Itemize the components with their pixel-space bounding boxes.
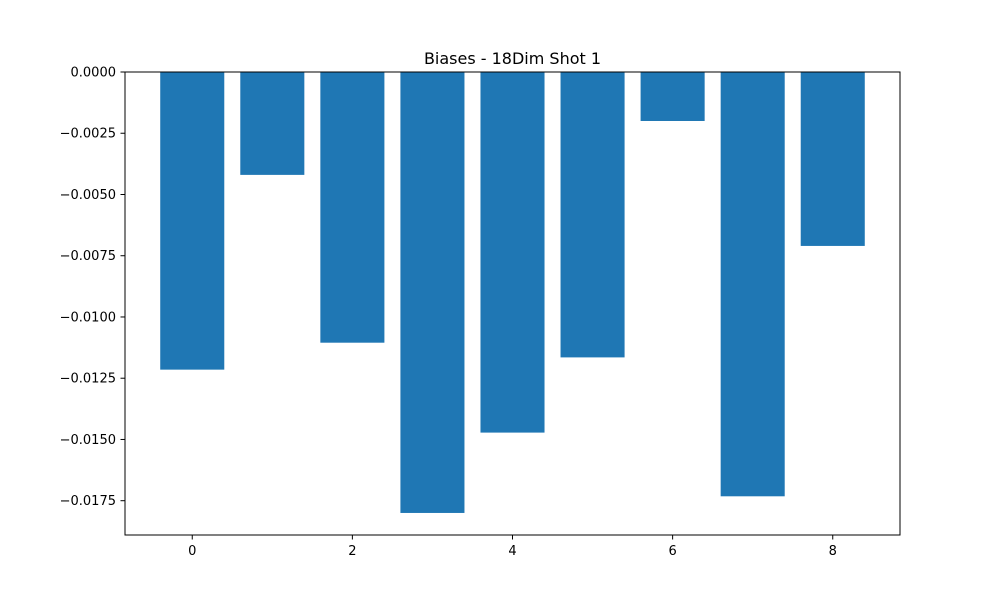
x-tick-label: 4: [508, 544, 516, 559]
y-tick-label: −0.0125: [60, 372, 116, 387]
bar-6: [640, 72, 705, 121]
bar-4: [480, 72, 545, 433]
x-axis-ticks: 0 2 4 6 8: [188, 535, 837, 559]
y-tick-label: −0.0025: [60, 127, 116, 142]
x-tick-label: 8: [829, 544, 837, 559]
bars-group: [160, 72, 865, 513]
y-tick-label: −0.0150: [60, 433, 116, 448]
bar-2: [320, 72, 385, 343]
y-tick-label: −0.0050: [60, 188, 116, 203]
y-tick-label: 0.0000: [71, 66, 117, 81]
bar-1: [240, 72, 305, 175]
x-tick-label: 0: [188, 544, 196, 559]
chart-title: Biases - 18Dim Shot 1: [424, 49, 601, 68]
y-tick-label: −0.0075: [60, 249, 116, 264]
bar-8: [800, 72, 865, 246]
y-axis-ticks: 0.0000 −0.0025 −0.0050 −0.0075 −0.0100 −0.012…: [60, 66, 125, 509]
bar-7: [720, 72, 785, 497]
y-tick-label: −0.0175: [60, 494, 116, 509]
x-tick-label: 6: [668, 544, 676, 559]
bar-0: [160, 72, 225, 370]
bar-3: [400, 72, 465, 513]
plot-frame: [124, 71, 901, 536]
y-tick-label: −0.0100: [60, 310, 116, 325]
x-tick-label: 2: [348, 544, 356, 559]
bar-5: [560, 72, 625, 358]
